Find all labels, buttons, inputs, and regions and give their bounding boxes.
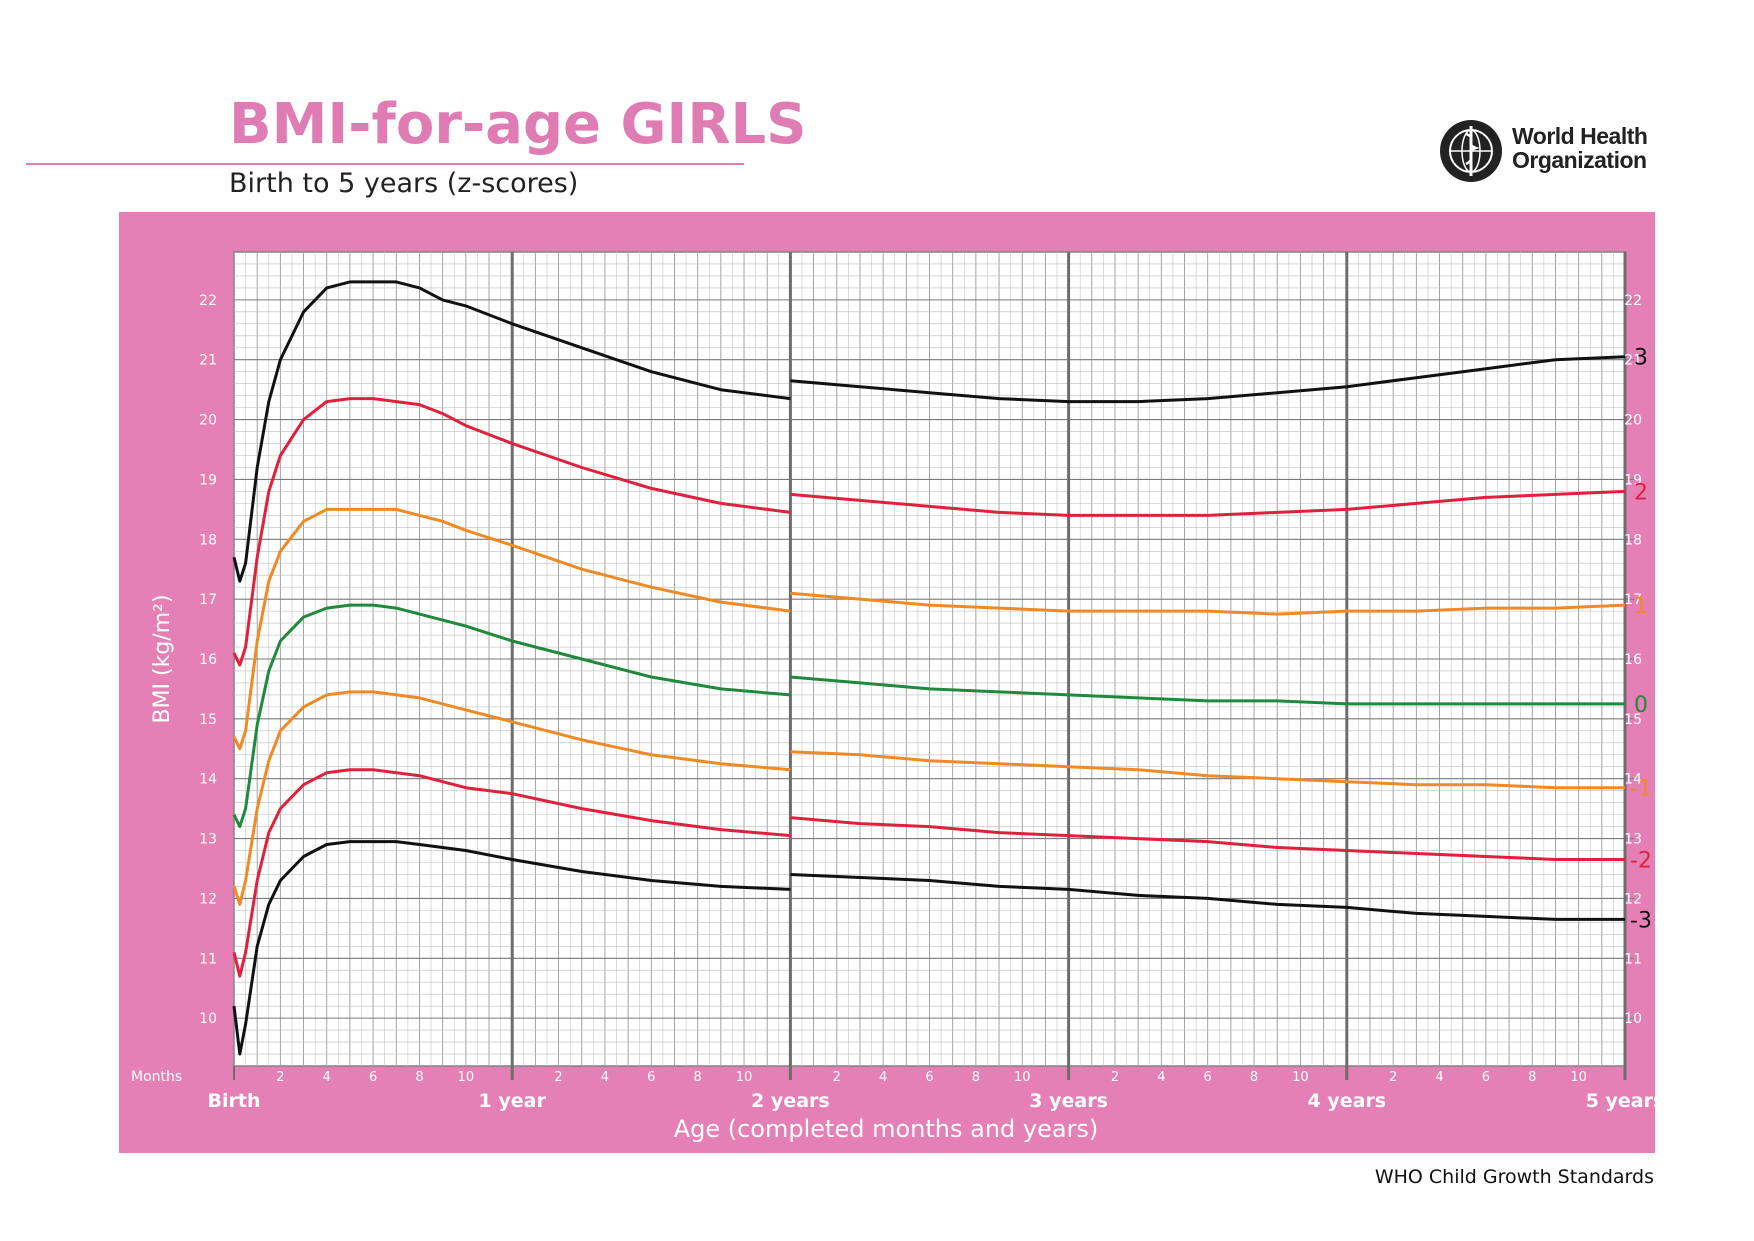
x-year-label: 3 years xyxy=(1029,1090,1108,1112)
y-tick-label: 16 xyxy=(199,652,217,668)
x-year-label: Birth xyxy=(208,1090,261,1112)
who-logo: World Health Organization xyxy=(1438,118,1648,182)
x-month-tick-label: 4 xyxy=(1157,1070,1165,1085)
series-line-minus1 xyxy=(232,690,1625,906)
series-line-0 xyxy=(232,603,1625,829)
title-divider xyxy=(26,163,744,165)
y-tick-label: 11 xyxy=(1624,951,1642,967)
y-tick-label: 18 xyxy=(199,532,217,548)
x-month-tick-label: 6 xyxy=(369,1070,377,1085)
x-month-tick-label: 10 xyxy=(1014,1070,1031,1085)
year-lines xyxy=(233,252,1627,1080)
series-label: 0 xyxy=(1634,693,1648,718)
x-month-tick-label: 10 xyxy=(736,1070,753,1085)
page-subtitle: Birth to 5 years (z-scores) xyxy=(229,168,579,199)
series-label: 1 xyxy=(1634,594,1648,619)
x-month-tick-label: 2 xyxy=(1389,1070,1397,1085)
y-tick-label: 21 xyxy=(199,353,217,369)
x-month-tick-label: 10 xyxy=(458,1070,475,1085)
y-tick-label: 15 xyxy=(1624,712,1642,728)
series-line-2 xyxy=(232,397,1626,667)
y-tick-label: 15 xyxy=(199,712,217,728)
y-tick-label: 20 xyxy=(1624,413,1642,429)
x-month-tick-label: 2 xyxy=(1111,1070,1119,1085)
logo-text-line1: World Health xyxy=(1512,123,1648,149)
series-line-minus3 xyxy=(232,840,1625,1056)
x-month-tick-label: 4 xyxy=(323,1070,331,1085)
logo-text-line2: Organization xyxy=(1512,147,1647,173)
y-tick-label: 12 xyxy=(1624,891,1642,907)
footer-note: WHO Child Growth Standards xyxy=(1374,1166,1654,1188)
y-tick-label: 20 xyxy=(199,413,217,429)
x-month-tick-label: 6 xyxy=(1204,1070,1212,1085)
x-month-tick-label: 2 xyxy=(833,1070,841,1085)
x-month-tick-label: 8 xyxy=(694,1070,702,1085)
y-axis-right: 10 11 12 13 14 15 16 17 18 19 20 21 22 xyxy=(1624,293,1642,1027)
x-year-label: 2 years xyxy=(751,1090,830,1112)
series-label: -1 xyxy=(1630,777,1652,802)
y-tick-label: 22 xyxy=(1624,293,1642,309)
x-month-tick-label: 2 xyxy=(276,1070,284,1085)
x-month-tick-label: 4 xyxy=(879,1070,887,1085)
x-month-tick-label: 2 xyxy=(554,1070,562,1085)
series-labels: 3 2 1 0 -1 -2 -3 xyxy=(1630,346,1652,934)
series-line-3 xyxy=(232,280,1626,583)
series-line-minus2 xyxy=(232,768,1625,978)
series-label: 2 xyxy=(1634,480,1648,505)
y-tick-label: 11 xyxy=(199,951,217,967)
x-month-tick-label: 6 xyxy=(1482,1070,1490,1085)
x-year-label: 5 years xyxy=(1586,1090,1655,1112)
y-tick-label: 17 xyxy=(1624,592,1642,608)
y-tick-label: 10 xyxy=(1624,1011,1642,1027)
x-year-label: 1 year xyxy=(479,1090,547,1112)
x-month-tick-label: 8 xyxy=(415,1070,423,1085)
who-emblem-icon xyxy=(1440,120,1502,182)
x-month-tick-label: 4 xyxy=(601,1070,609,1085)
y-tick-label: 19 xyxy=(1624,472,1642,488)
series-group xyxy=(232,280,1626,1056)
y-tick-label: 13 xyxy=(1624,832,1642,848)
x-month-tick-label: 8 xyxy=(1250,1070,1258,1085)
y-tick-label: 19 xyxy=(199,472,217,488)
series-line-1 xyxy=(232,507,1626,751)
x-month-tick-label: 6 xyxy=(925,1070,933,1085)
series-label: 3 xyxy=(1634,346,1648,371)
series-label: -3 xyxy=(1630,908,1652,933)
chart-panel: 10 11 12 13 14 15 16 17 18 19 20 21 22 10 11 12 13 14 15 1… xyxy=(119,212,1665,1153)
y-axis-title: BMI (kg/m²) xyxy=(150,594,175,723)
y-tick-label: 14 xyxy=(1624,772,1642,788)
x-year-label: 4 years xyxy=(1307,1090,1386,1112)
y-tick-label: 13 xyxy=(199,832,217,848)
y-tick-label: 16 xyxy=(1624,652,1642,668)
y-tick-label: 12 xyxy=(199,891,217,907)
x-month-tick-label: 10 xyxy=(1292,1070,1309,1085)
months-label: Months xyxy=(131,1069,182,1085)
y-tick-label: 22 xyxy=(199,293,217,309)
x-month-tick-label: 4 xyxy=(1435,1070,1443,1085)
y-axis-left: 10 11 12 13 14 15 16 17 18 19 20 21 22 xyxy=(199,293,217,1027)
series-label: -2 xyxy=(1630,849,1652,874)
y-tick-label: 10 xyxy=(199,1011,217,1027)
x-axis-title: Age (completed months and years) xyxy=(674,1115,1099,1143)
x-axis-months: 2 4 6 8 10 2 4 6 8 10 2 4 6 8 10 2 4 6 8 10 2 4 6 8 10 xyxy=(276,1070,1587,1085)
y-tick-label: 21 xyxy=(1624,353,1642,369)
y-tick-label: 17 xyxy=(199,592,217,608)
x-month-tick-label: 8 xyxy=(1528,1070,1536,1085)
major-grid xyxy=(234,299,1634,1019)
x-month-tick-label: 6 xyxy=(647,1070,655,1085)
x-month-tick-label: 8 xyxy=(972,1070,980,1085)
x-month-tick-label: 10 xyxy=(1570,1070,1587,1085)
y-tick-label: 14 xyxy=(199,772,217,788)
page-title: BMI-for-age GIRLS xyxy=(229,92,807,157)
x-axis-years: Birth 1 year 2 years 3 years 4 years 5 years xyxy=(208,1090,1665,1112)
y-tick-label: 18 xyxy=(1624,532,1642,548)
